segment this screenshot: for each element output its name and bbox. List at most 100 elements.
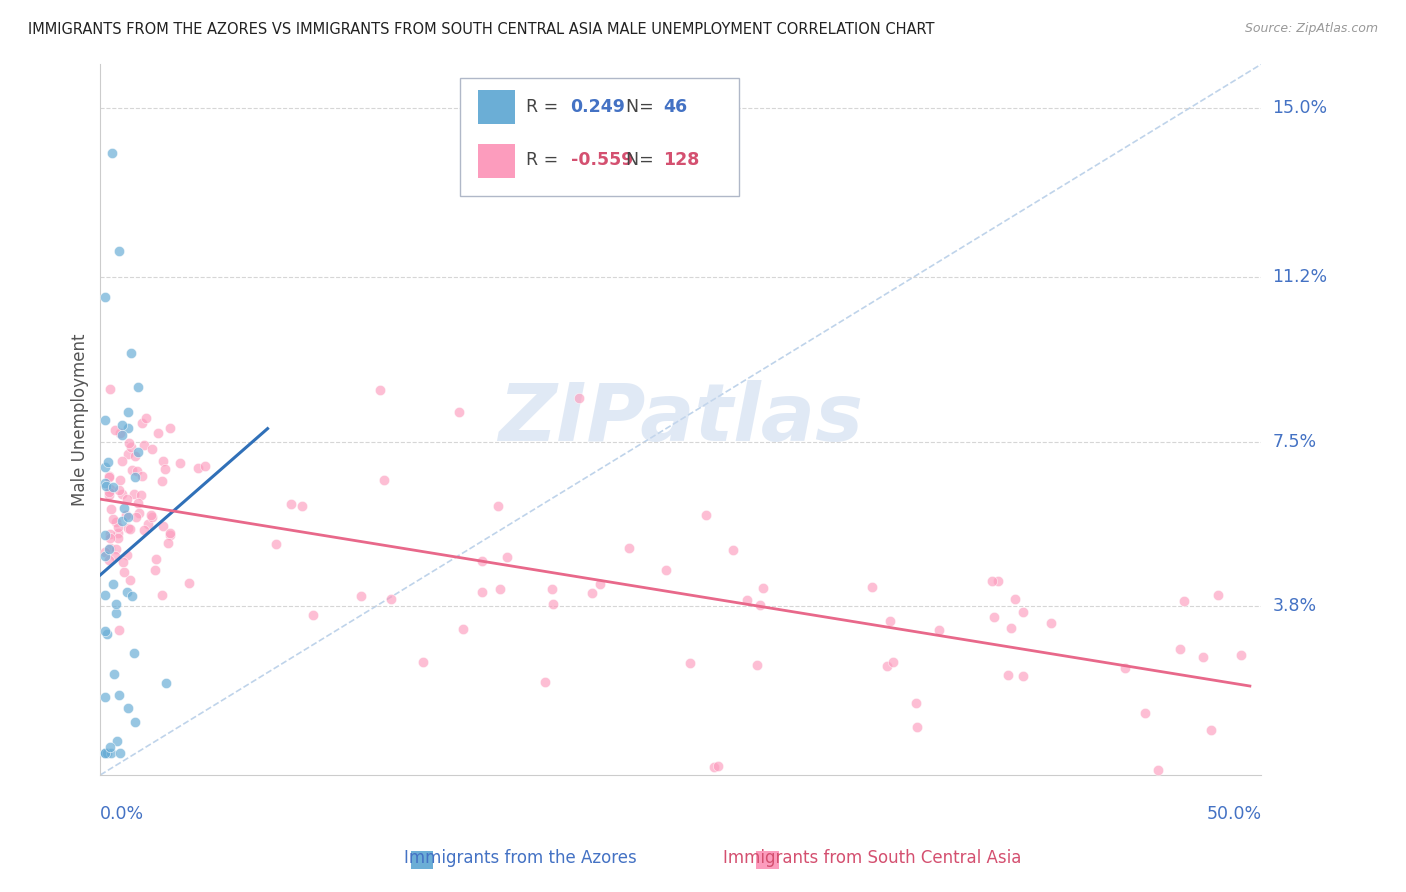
Point	[301, 607, 323, 622]
Text: 50.0%: 50.0%	[1206, 805, 1261, 823]
Point	[745, 657, 768, 672]
Point	[108, 425, 131, 440]
Point	[94, 746, 117, 760]
Point	[105, 733, 128, 747]
Point	[105, 597, 128, 611]
Point	[187, 461, 209, 475]
Point	[679, 657, 702, 671]
Point	[125, 510, 148, 524]
Point	[127, 380, 149, 394]
Point	[749, 598, 772, 612]
Point	[150, 474, 173, 488]
Point	[94, 528, 117, 542]
Point	[94, 746, 117, 760]
Point	[120, 440, 142, 454]
Point	[124, 470, 146, 484]
Point	[108, 746, 131, 760]
Point	[94, 290, 117, 304]
Point	[115, 508, 138, 522]
FancyBboxPatch shape	[460, 78, 740, 195]
Point	[112, 566, 135, 580]
Point	[117, 491, 139, 506]
Point	[111, 428, 134, 442]
Point	[97, 470, 120, 484]
Text: R =: R =	[526, 98, 564, 116]
Point	[141, 442, 163, 457]
Point	[882, 656, 904, 670]
Point	[117, 521, 139, 535]
Point	[703, 760, 725, 774]
Point	[177, 575, 200, 590]
Point	[141, 510, 163, 524]
Text: Immigrants from the Azores: Immigrants from the Azores	[404, 849, 637, 867]
Point	[107, 520, 129, 534]
Point	[122, 646, 145, 660]
Point	[97, 455, 120, 469]
Point	[155, 675, 177, 690]
Point	[1147, 764, 1170, 778]
Point	[117, 405, 139, 419]
Text: Immigrants from South Central Asia: Immigrants from South Central Asia	[723, 849, 1021, 867]
Point	[1011, 669, 1033, 683]
Point	[101, 577, 124, 591]
Point	[105, 542, 128, 557]
Point	[108, 244, 131, 258]
Point	[104, 515, 127, 529]
Point	[96, 479, 118, 493]
Point	[695, 508, 717, 522]
Point	[1012, 605, 1035, 619]
Point	[368, 384, 391, 398]
Point	[735, 593, 758, 607]
Point	[97, 469, 120, 483]
Point	[100, 746, 122, 760]
Point	[127, 445, 149, 459]
Point	[134, 438, 156, 452]
Point	[980, 574, 1002, 588]
Point	[111, 454, 134, 468]
Point	[103, 666, 125, 681]
Text: 128: 128	[664, 151, 700, 169]
Point	[291, 499, 314, 513]
Point	[380, 592, 402, 607]
Point	[1168, 642, 1191, 657]
Point	[194, 458, 217, 473]
Point	[96, 627, 118, 641]
Point	[112, 501, 135, 516]
Point	[373, 473, 395, 487]
Point	[471, 584, 494, 599]
Point	[104, 549, 127, 563]
Text: -0.559: -0.559	[571, 151, 633, 169]
Point	[1000, 621, 1022, 635]
Point	[101, 145, 124, 160]
Point	[752, 581, 775, 595]
Point	[103, 480, 125, 494]
Point	[94, 459, 117, 474]
Text: R =: R =	[526, 151, 564, 169]
Text: 46: 46	[664, 98, 688, 116]
Point	[987, 574, 1010, 589]
Point	[98, 488, 121, 502]
Point	[94, 746, 117, 760]
Point	[120, 522, 142, 536]
Point	[96, 746, 118, 760]
Point	[1040, 615, 1063, 630]
Text: N=: N=	[626, 151, 659, 169]
Point	[124, 714, 146, 729]
Text: 11.2%: 11.2%	[1272, 268, 1327, 286]
Point	[1133, 706, 1156, 720]
FancyBboxPatch shape	[478, 144, 515, 178]
Point	[121, 589, 143, 603]
Point	[101, 512, 124, 526]
Point	[100, 502, 122, 516]
Point	[152, 454, 174, 468]
Point	[94, 549, 117, 564]
Point	[589, 577, 612, 591]
Point	[111, 487, 134, 501]
Point	[1173, 593, 1195, 607]
Point	[124, 449, 146, 463]
Point	[879, 614, 901, 628]
Point	[107, 483, 129, 497]
Point	[145, 552, 167, 566]
Point	[121, 463, 143, 477]
Point	[486, 499, 509, 513]
